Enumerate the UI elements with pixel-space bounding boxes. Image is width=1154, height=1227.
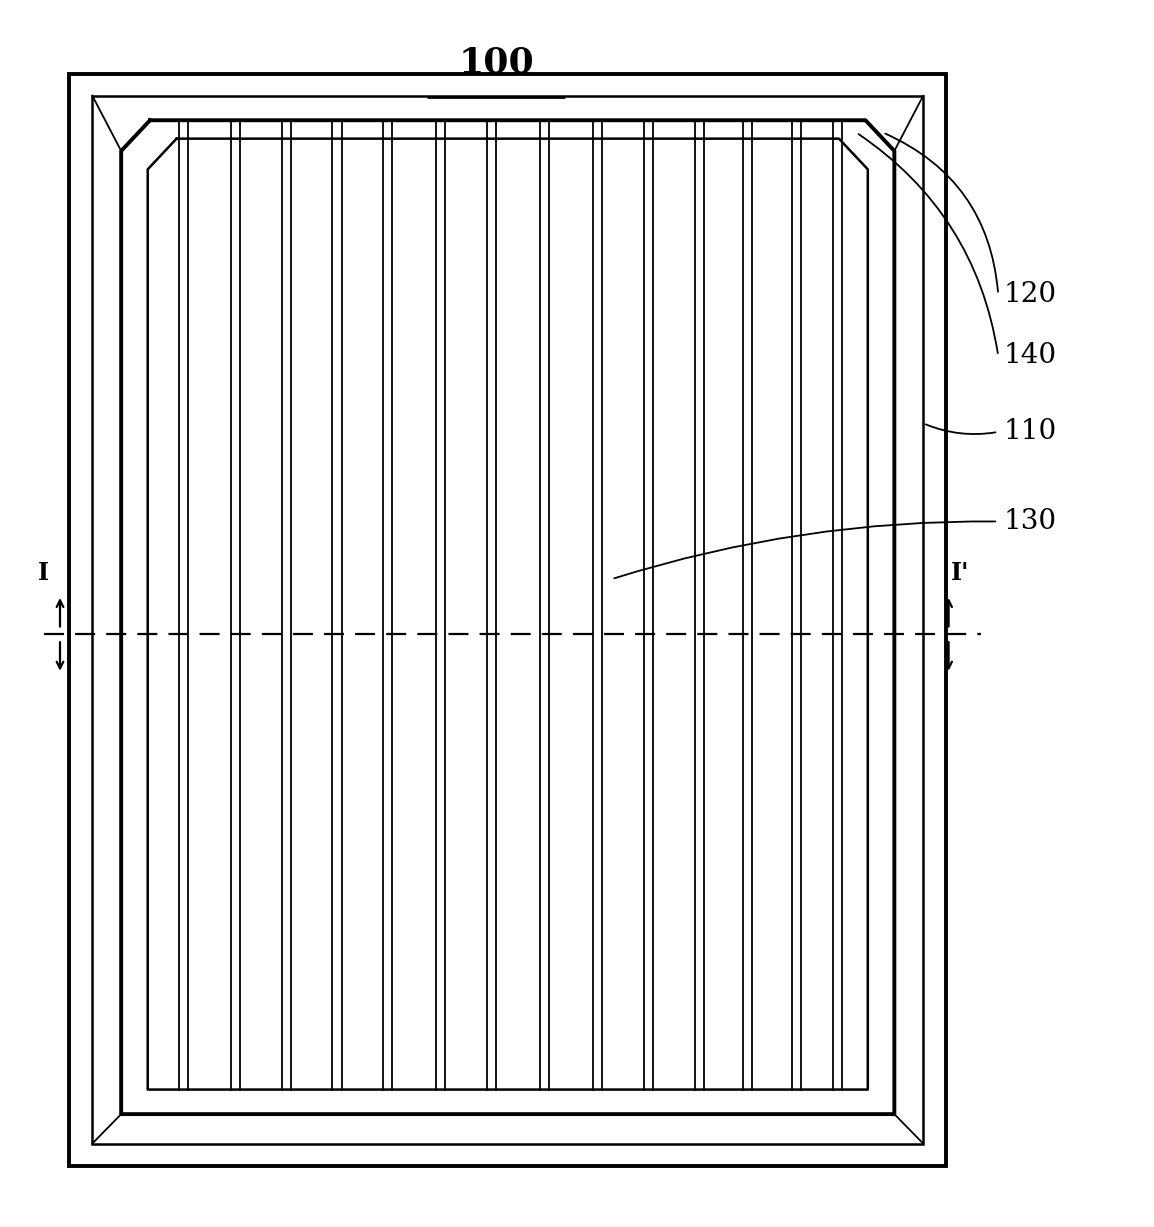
Bar — [92, 96, 923, 1144]
Text: 130: 130 — [1004, 508, 1057, 535]
Bar — [69, 74, 946, 1166]
Text: I: I — [38, 561, 50, 585]
Text: I': I' — [951, 561, 969, 585]
Text: 100: 100 — [458, 45, 534, 80]
Text: 110: 110 — [1004, 418, 1057, 445]
Text: 120: 120 — [1004, 281, 1057, 308]
Text: 140: 140 — [1004, 342, 1057, 369]
